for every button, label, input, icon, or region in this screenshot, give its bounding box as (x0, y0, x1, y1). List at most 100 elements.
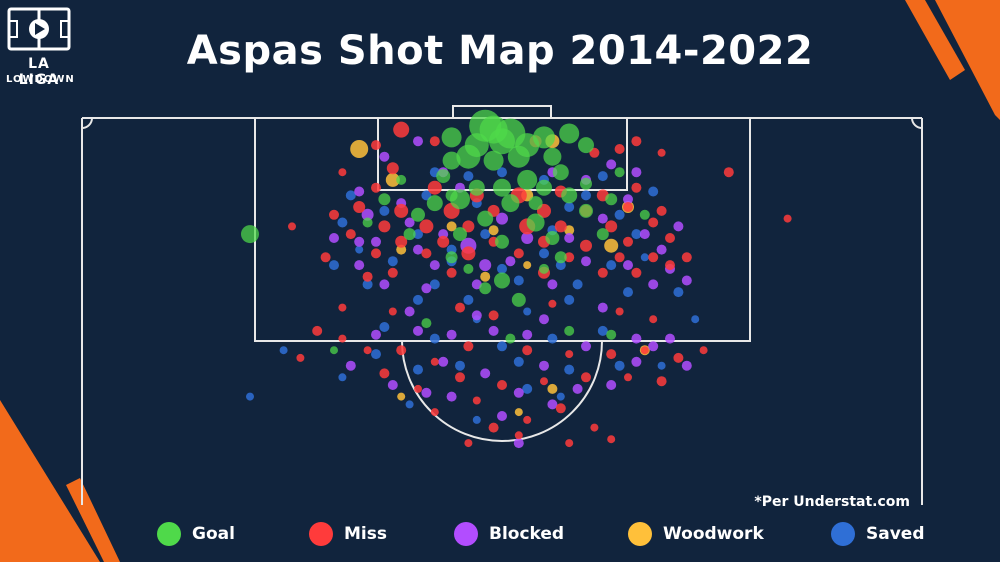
legend-item-saved: Saved (831, 518, 925, 550)
goal (452, 105, 552, 119)
shot-goal-7 (559, 123, 580, 144)
shot-miss-45 (320, 252, 331, 263)
shot-miss-71 (430, 408, 439, 417)
shot-blocked-20 (581, 256, 591, 267)
shot-miss-80 (631, 136, 642, 147)
shot-blocked-37 (631, 333, 642, 344)
shot-goal-17 (517, 169, 538, 190)
shot-saved-9 (564, 202, 575, 212)
shot-woodwork-8 (480, 271, 491, 282)
chart-title: Aspas Shot Map 2014-2022 (186, 28, 814, 74)
shot-miss-12 (371, 182, 381, 193)
shot-miss-0 (393, 121, 410, 138)
la-liga-lowdown-logo: LA LIGA LOWDOWN (6, 6, 75, 92)
shot-saved-22 (429, 279, 440, 290)
shot-blocked-57 (656, 244, 667, 255)
shot-saved-28 (463, 294, 474, 305)
shot-goal-24 (426, 195, 443, 212)
legend-label-blocked: Blocked (489, 524, 565, 544)
shot-blocked-50 (631, 356, 642, 367)
shot-miss-21 (329, 209, 339, 220)
bottom-left-corner (0, 400, 100, 562)
shot-goal-18 (493, 178, 511, 197)
shot-saved-10 (614, 209, 625, 220)
corner-arc-right (911, 117, 923, 129)
shot-miss-30 (345, 229, 356, 240)
shot-miss-7 (427, 180, 442, 195)
shot-blocked-32 (413, 325, 423, 336)
shot-goal-46 (639, 209, 650, 220)
shot-blocked-23 (354, 260, 365, 271)
shot-miss-13 (631, 182, 642, 193)
shot-blocked-42 (572, 383, 583, 394)
shot-goal-51 (330, 346, 338, 355)
shot-blocked-18 (413, 244, 423, 255)
shot-goal-15 (578, 137, 594, 154)
shot-goal-6 (533, 126, 555, 149)
legend-item-woodwork: Woodwork (628, 518, 764, 550)
shot-blocked-45 (421, 387, 432, 398)
shot-saved-31 (429, 333, 440, 344)
shot-blocked-5 (631, 167, 642, 178)
shot-saved-41 (405, 400, 414, 409)
shot-blocked-29 (379, 279, 390, 290)
shot-goal-41 (241, 225, 259, 244)
shot-miss-28 (605, 220, 618, 233)
shot-saved-46 (246, 392, 254, 401)
source-note: *Per Understat.com (754, 494, 910, 510)
shot-goal-35 (596, 228, 609, 241)
shot-blocked-33 (446, 329, 457, 340)
shot-miss-40 (461, 246, 476, 261)
shot-saved-23 (513, 275, 524, 286)
shot-woodwork-0 (350, 140, 369, 158)
legend-swatch-woodwork (628, 522, 652, 546)
shot-blocked-28 (681, 275, 692, 286)
shot-miss-74 (555, 403, 566, 414)
shot-blocked-52 (539, 314, 549, 325)
legend-label-miss: Miss (344, 524, 387, 544)
shot-goal-50 (606, 329, 617, 340)
shot-woodwork-5 (488, 225, 499, 236)
shot-blocked-16 (329, 233, 339, 243)
shot-miss-38 (371, 248, 381, 259)
shot-miss-14 (353, 201, 366, 213)
shot-blocked-56 (354, 236, 365, 247)
shot-miss-6 (386, 162, 399, 175)
logo-line-2: LOWDOWN (6, 74, 75, 85)
shot-woodwork-13 (564, 225, 575, 236)
shot-miss-54 (363, 346, 372, 355)
shot-miss-29 (648, 217, 659, 228)
shot-goal-40 (511, 292, 526, 307)
shot-blocked-41 (539, 360, 549, 371)
shot-blocked-64 (681, 360, 692, 371)
shot-saved-14 (631, 229, 642, 240)
legend-swatch-miss (309, 522, 333, 546)
shot-miss-69 (624, 373, 632, 382)
legend-label-goal: Goal (192, 524, 235, 544)
shot-miss-96 (699, 346, 708, 355)
shot-saved-26 (673, 287, 684, 298)
shot-saved-29 (564, 294, 575, 305)
shot-saved-40 (614, 360, 625, 371)
shot-blocked-19 (505, 256, 516, 267)
shot-miss-50 (597, 267, 608, 278)
shot-saved-34 (597, 325, 608, 336)
shot-blocked-35 (522, 329, 533, 340)
shot-saved-33 (547, 333, 558, 344)
shot-saved-2 (497, 167, 507, 178)
shot-blocked-7 (404, 217, 415, 228)
shot-saved-43 (522, 383, 533, 394)
shot-miss-86 (607, 435, 616, 444)
shot-blocked-62 (379, 151, 390, 162)
shot-blocked-65 (345, 360, 356, 371)
shot-goal-19 (468, 179, 485, 196)
shot-saved-17 (497, 263, 507, 274)
shot-blocked-21 (623, 260, 633, 271)
shot-saved-1 (463, 171, 474, 182)
shot-miss-62 (673, 352, 684, 363)
shot-miss-65 (455, 372, 465, 383)
shot-saved-5 (345, 190, 356, 201)
shot-blocked-1 (354, 186, 365, 197)
